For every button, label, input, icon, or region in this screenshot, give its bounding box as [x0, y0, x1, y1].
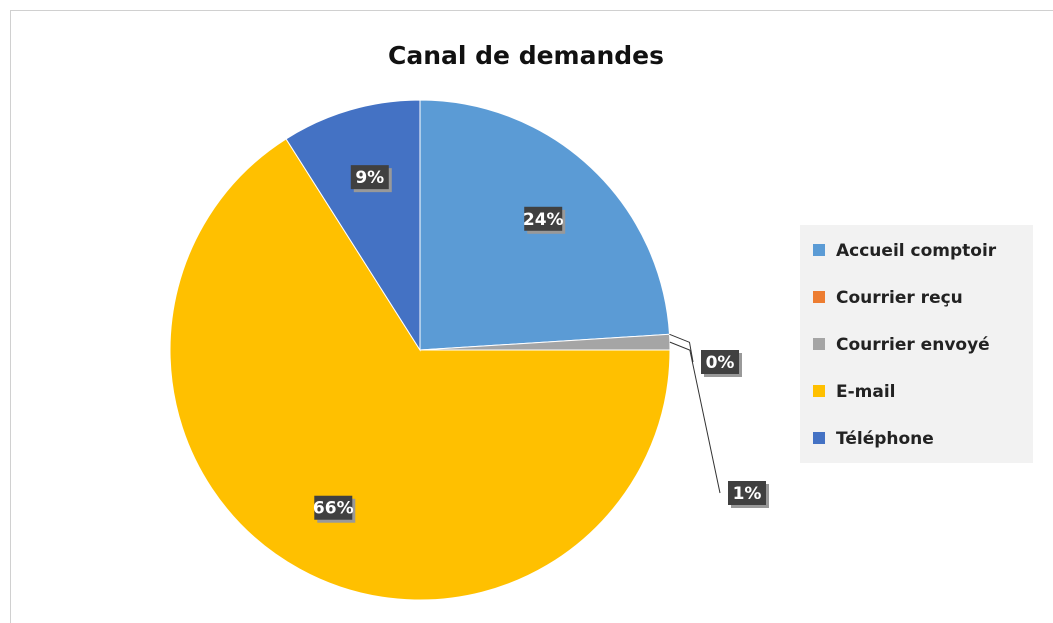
legend-swatch: [813, 432, 825, 444]
label-box: [728, 481, 766, 505]
legend-swatch: [813, 338, 825, 350]
label-box: [314, 495, 353, 520]
legend-label: E-mail: [836, 382, 896, 402]
pie-slice: [285, 99, 421, 352]
data-label: 66%: [313, 499, 354, 519]
legend-label: Accueil comptoir: [836, 241, 997, 261]
pie-slice: [169, 138, 671, 601]
data-label: 9%: [355, 168, 384, 188]
data-label: 1%: [733, 484, 762, 504]
legend-box: [800, 225, 1033, 463]
label-box: [701, 350, 739, 374]
legend-swatch: [813, 244, 825, 256]
leader-line: [669, 333, 694, 363]
legend-label: Courrier envoyé: [836, 335, 990, 355]
label-box: [524, 206, 563, 231]
chart-title: Canal de demandes: [388, 41, 664, 70]
legend-swatch: [813, 291, 825, 303]
legend-swatch: [813, 385, 825, 397]
legend-label: Courrier reçu: [836, 288, 963, 308]
data-label: 24%: [523, 210, 564, 230]
data-label: 0%: [706, 353, 735, 373]
legend-label: Téléphone: [836, 429, 934, 449]
label-box: [350, 165, 389, 190]
leader-line: [669, 341, 721, 494]
